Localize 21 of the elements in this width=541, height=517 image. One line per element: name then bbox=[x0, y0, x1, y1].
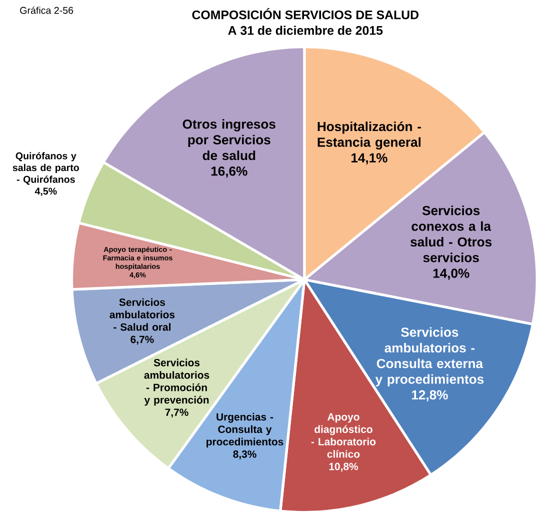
slice-label: Servicios conexos a la salud - Otros servicios bbox=[410, 206, 492, 262]
slice-label: Urgencias - Consulta y procedimientos bbox=[206, 412, 284, 448]
data-label: 14,0% bbox=[433, 268, 470, 280]
data-label: 6,7% bbox=[130, 336, 154, 345]
data-label: 12,8% bbox=[412, 390, 448, 402]
slice-label: Apoyo diagnóstico - Laboratorio clínico bbox=[311, 413, 376, 458]
data-label: 7,7% bbox=[165, 408, 188, 418]
slice-label: Servicios ambulatorios - Salud oral bbox=[110, 298, 175, 331]
chart-title: COMPOSICIÓN SERVICIOS DE SALUD bbox=[192, 8, 418, 20]
slice-label: Quirófanos y salas de parto - Quirófanos bbox=[12, 152, 79, 185]
data-label: 16,6% bbox=[211, 166, 248, 178]
text: Gráfica 2-56 bbox=[20, 6, 74, 14]
data-label: 14,1% bbox=[351, 153, 388, 164]
data-label: 4,5% bbox=[34, 188, 57, 196]
slice-label: Servicios ambulatorios - Consulta externa y procedimientos bbox=[375, 327, 484, 386]
slice-label: Servicios ambulatorios - Promoción y prevención bbox=[144, 358, 210, 406]
data-label: 8,3% bbox=[233, 450, 256, 460]
data-label: 10,8% bbox=[329, 462, 358, 472]
slice-label: Hospitalización - Estancia general bbox=[318, 121, 421, 150]
chart-subtitle: A 31 de diciembre de 2015 bbox=[228, 26, 383, 35]
slice-label: Otros ingresos por Servicios de salud bbox=[182, 119, 276, 160]
